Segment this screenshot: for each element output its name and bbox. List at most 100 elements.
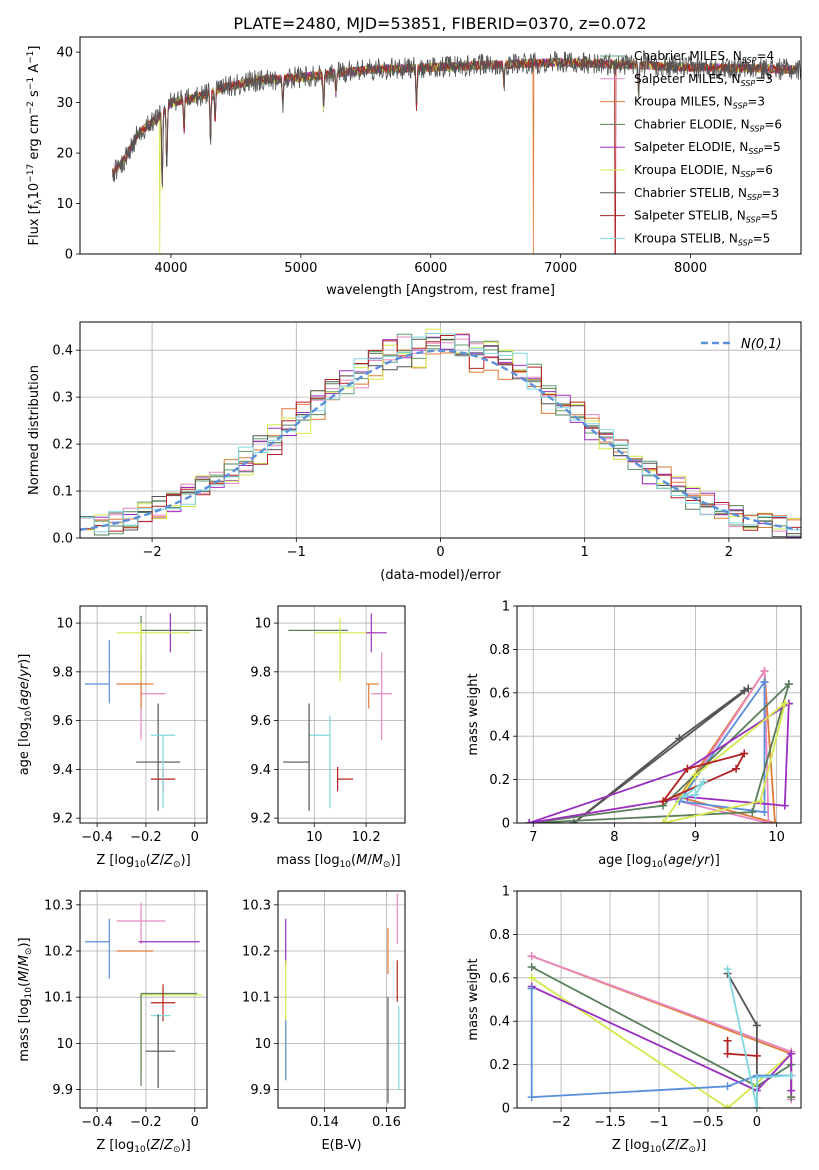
- mass-weight-marker-kroupa_stelib: [723, 965, 732, 974]
- mass-weight-marker-kroupa_elodie: [780, 699, 789, 708]
- mass-weight-line-kroupa_elodie: [531, 977, 792, 1108]
- y-tick-label: 40: [56, 46, 73, 61]
- mass-weight-marker-salpeter_stelib: [732, 764, 741, 773]
- y-tick-label: 10: [254, 617, 271, 632]
- mass-weight-marker-kroupa_stelib: [787, 1071, 796, 1080]
- x-axis-label: age [log10(age/yr)]: [598, 853, 720, 870]
- x-axis-label: mass [log10(M/M⊙)]: [276, 853, 400, 870]
- y-tick-label: 9.9: [52, 1083, 73, 1098]
- mass-weight-marker-chabrier_stelib: [752, 1021, 761, 1030]
- histogram-salpeter_elodie: [80, 334, 801, 538]
- legend-normal-label: N(0,1): [741, 337, 782, 352]
- x-tick-label: −0.2: [130, 830, 162, 845]
- mass-weight-marker-kroupa_elodie: [659, 819, 668, 823]
- x-tick-label: −0.4: [81, 830, 113, 845]
- x-tick-label: 1: [581, 545, 589, 560]
- mass-weight-marker-chabrier_elodie: [527, 962, 536, 971]
- histogram-kroupa_stelib: [80, 333, 801, 533]
- y-tick-label: 0: [502, 817, 510, 832]
- y-tick-label: 9.9: [250, 1083, 271, 1098]
- axes-frame: [516, 605, 802, 824]
- x-axis-label: Z [log10(Z/Z⊙)]: [96, 853, 190, 870]
- mass-weight-line-kroupa_miles: [677, 670, 776, 823]
- mass-weight-marker-kroupa_stelib: [691, 790, 700, 799]
- mass-weight-marker-extra_blue: [760, 808, 769, 817]
- mass-weight-marker-kroupa_elodie: [691, 771, 700, 780]
- x-tick-label: 8: [610, 830, 618, 845]
- y-tick-label: 0.4: [489, 1015, 510, 1030]
- mass-weight-marker-salpeter_elodie: [780, 801, 789, 810]
- spectrum-line-chabrier_stelib: [112, 50, 801, 187]
- y-tick-label: 9.4: [52, 763, 73, 778]
- y-tick-label: 10.2: [44, 945, 73, 960]
- x-tick-label: −2: [143, 545, 162, 560]
- axes-frame: [79, 890, 208, 1109]
- legend-label-salpeter_stelib: Salpeter STELIB, NSSP=5: [634, 209, 778, 225]
- mass-weight-marker-kroupa_stelib: [699, 777, 708, 786]
- mass-weight-marker-salpeter_stelib: [659, 797, 668, 806]
- axes-frame: [277, 605, 406, 824]
- mass-weight-line-salpeter_miles: [677, 670, 770, 823]
- panel-mw_vs_Z: −2 −1.5 −1 −0.5 0 0 0.2 0.4 0.6 0.8 1 mass weight Z …: [466, 885, 802, 1155]
- axes-frame: [79, 321, 802, 539]
- y-tick-label: 9.2: [250, 812, 271, 827]
- y-tick-label: 9.8: [250, 665, 271, 680]
- x-tick-label: 10.2: [352, 830, 381, 845]
- y-tick-label: 10.1: [44, 991, 73, 1006]
- legend-label-kroupa_elodie: Kroupa ELODIE, NSSP=6: [634, 163, 773, 179]
- y-tick-label: 1: [502, 885, 510, 900]
- y-axis-label: age [log10(age/yr)]: [17, 654, 34, 776]
- mass-weight-line-kroupa_elodie: [662, 702, 786, 823]
- y-axis-label: mass weight: [466, 958, 481, 1040]
- y-tick-label: 0.2: [52, 438, 73, 453]
- x-tick-label: −1: [287, 545, 306, 560]
- y-tick-label: 9.6: [250, 714, 271, 729]
- axes-frame: [516, 890, 802, 1109]
- mass-weight-line-kroupa_stelib: [682, 781, 705, 798]
- axes-frame: [277, 890, 406, 1109]
- mass-weight-marker-salpeter_elodie: [787, 1049, 796, 1058]
- legend-label-chabrier_stelib: Chabrier STELIB, NSSP=3: [634, 186, 779, 202]
- mass-weight-marker-salpeter_stelib: [752, 1051, 761, 1060]
- mass-weight-marker-chabrier_stelib: [740, 686, 749, 695]
- x-tick-label: 0.14: [310, 1115, 339, 1130]
- y-tick-label: 10: [56, 197, 73, 212]
- legend-label-salpeter_miles: Salpeter MILES, NSSP=3: [634, 72, 773, 88]
- legend-label-salpeter_elodie: Salpeter ELODIE, NSSP=5: [634, 140, 781, 156]
- legend-label-chabrier_miles: Chabrier MILES, NSSP=4: [634, 49, 774, 65]
- y-axis-label: mass weight: [466, 673, 481, 755]
- mass-weight-marker-chabrier_stelib: [744, 684, 753, 693]
- mass-weight-marker-salpeter_stelib: [683, 764, 692, 773]
- mass-weight-marker-extra_blue: [527, 1093, 536, 1102]
- mass-weight-marker-kroupa_stelib: [752, 1104, 761, 1108]
- y-tick-label: 0.0: [52, 532, 73, 547]
- x-tick-label: 5000: [284, 261, 317, 276]
- x-axis-label: E(B-V): [321, 1138, 361, 1153]
- panel-mass_vs_ebv: 0.14 0.16 9.9 10 10.1 10.2 10.3 E(B-V): [242, 890, 406, 1153]
- y-tick-label: 0.1: [52, 485, 73, 500]
- y-tick-label: 0.2: [489, 1058, 510, 1073]
- y-tick-label: 9.8: [52, 665, 73, 680]
- x-tick-label: 0: [191, 830, 199, 845]
- panel-mw_vs_age: 7 8 9 10 0 0.2 0.4 0.6 0.8 1 mass weight age [log10…: [466, 600, 802, 870]
- y-tick-label: 0: [502, 1102, 510, 1117]
- mass-weight-marker-kroupa_elodie: [756, 797, 765, 806]
- y-axis-label: mass [log10(M/M⊙)]: [17, 937, 34, 1061]
- mass-weight-marker-extra_blue: [760, 677, 769, 686]
- x-tick-label: 8000: [674, 261, 707, 276]
- y-tick-label: 10: [254, 1037, 271, 1052]
- y-tick-label: 0.6: [489, 971, 510, 986]
- panel-age_vs_mass: 10 10.2 9.2 9.4 9.6 9.8 10 mass [log10(M/M⊙)]: [250, 605, 406, 870]
- x-tick-label: 7000: [544, 261, 577, 276]
- y-tick-label: 10.3: [44, 898, 73, 913]
- y-tick-label: 30: [56, 96, 73, 111]
- mass-weight-marker-extra_blue: [527, 984, 536, 993]
- y-axis-label: Flux [fλ10−17 erg cm−2 s−1 A−1]: [26, 46, 44, 246]
- panel-age_vs_Z: −0.4 −0.2 0 9.2 9.4 9.6 9.8 10 Z [log10(Z/Z⊙)] ag…: [17, 605, 208, 870]
- mass-weight-marker-extra_blue: [723, 1082, 732, 1091]
- y-tick-label: 0.8: [489, 928, 510, 943]
- legend-label-kroupa_stelib: Kroupa STELIB, NSSP=5: [634, 231, 770, 247]
- mass-weight-line-kroupa_stelib: [726, 968, 792, 1108]
- x-axis-label: Z [log10(Z/Z⊙)]: [96, 1138, 190, 1155]
